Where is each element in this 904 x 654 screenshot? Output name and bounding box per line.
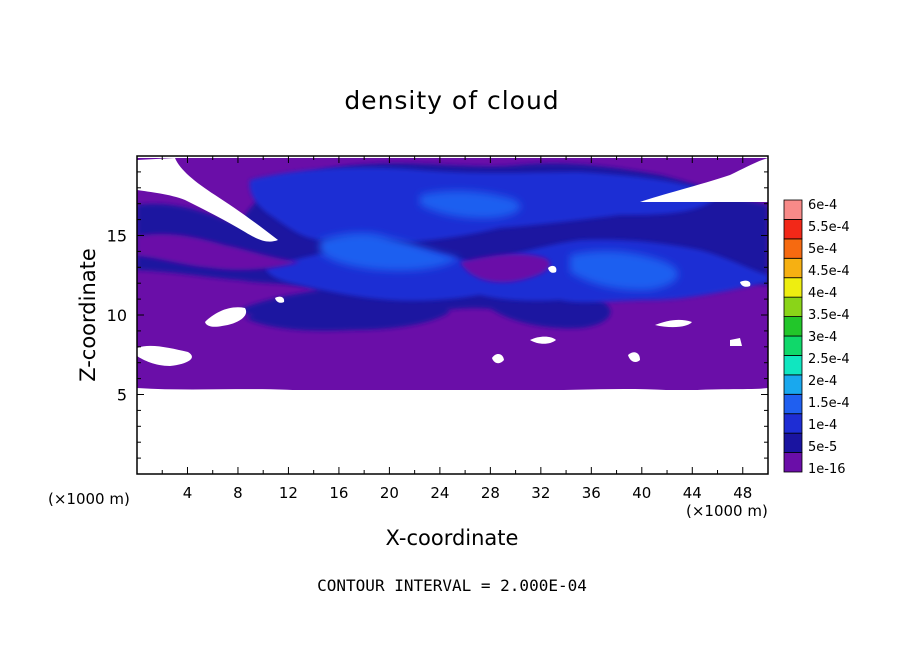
y-axis-ticks: 5 10 15 [107,171,768,459]
cloud-gap-purple-mid [460,253,551,283]
clear-region-lower [137,392,768,474]
cloud-core-light-right [570,250,679,291]
clear-patch-small4 [740,280,751,287]
colorbar: 1e-16 5e-5 1e-4 1.5e-4 2e-4 2.5e-4 3e-4 3.5e-4 4… [783,198,850,477]
x-tick-label: 12 [279,484,298,502]
colorbar-swatch [783,335,803,356]
colorbar-label: 3.5e-4 [808,308,850,323]
cloud-density-field [137,158,768,474]
colorbar-label: 6e-4 [808,198,837,213]
colorbar-label: 1e-16 [808,462,846,477]
colorbar-swatch [783,355,803,376]
colorbar-label: 4.5e-4 [808,264,850,279]
cloud-band-lower [245,297,450,331]
clear-patch-center [530,336,556,344]
colorbar-swatch [783,432,803,453]
x-tick-label: 48 [733,484,752,502]
x-axis-ticks: 4 8 12 16 20 24 28 32 36 40 44 48 [161,156,752,502]
colorbar-label: 5.5e-4 [808,220,850,235]
colorbar-swatch [783,238,803,259]
contour-interval-note: CONTOUR INTERVAL = 2.000E-04 [317,576,587,595]
y-axis-label: Z-coordinate [76,248,100,382]
clear-region-top-right [640,158,768,202]
colorbar-label: 4e-4 [808,286,837,301]
clear-patch-small1 [492,354,504,364]
colorbar-swatch [783,413,803,434]
clear-patch-small3 [548,265,557,273]
x-tick-label: 24 [430,484,449,502]
x-tick-label: 36 [582,484,601,502]
colorbar-swatch [783,199,803,220]
x-tick-label: 40 [632,484,651,502]
x-tick-label: 4 [183,484,193,502]
x-tick-label: 28 [481,484,500,502]
clear-patch-right [655,319,692,328]
colorbar-swatch [783,393,803,415]
clear-region-upper-left [137,158,278,242]
x-axis-label: X-coordinate [385,526,519,550]
colorbar-label: 1e-4 [808,418,837,433]
colorbar-swatch [783,219,803,240]
y-tick-label: 10 [107,306,127,325]
x-tick-label: 32 [531,484,550,502]
x-unit-right: (×1000 m) [686,502,768,520]
colorbar-label: 2e-4 [808,374,837,389]
colorbar-label: 5e-4 [808,242,837,257]
colorbar-label: 1.5e-4 [808,396,850,411]
cloud-core-light [320,232,460,271]
colorbar-swatch [783,296,803,317]
y-tick-label: 5 [117,386,127,405]
colorbar-swatch [783,277,803,298]
clear-patch-small2 [628,352,640,363]
y-tick-label: 15 [107,227,127,246]
colorbar-label: 3e-4 [808,330,837,345]
colorbar-label: 2.5e-4 [808,352,850,367]
x-tick-label: 8 [233,484,243,502]
no-cloud-patches [137,158,768,474]
clear-patch-left-low [137,345,192,366]
chart-title: density of cloud [344,86,560,115]
clear-patch-top-center [275,296,285,303]
x-tick-label: 20 [380,484,399,502]
cloud-gap-purple [137,233,300,270]
colorbar-swatch [783,316,803,337]
x-tick-label: 16 [329,484,348,502]
cloud-base-edge [137,388,768,394]
cloud-core-light-top [420,190,521,219]
x-unit-left: (×1000 m) [48,490,130,508]
clear-patch-right-edge [730,338,742,346]
colorbar-label: 5e-5 [808,440,837,455]
clear-patch-left [205,307,247,327]
colorbar-swatch [783,374,803,395]
x-tick-label: 44 [683,484,702,502]
colorbar-swatch [783,257,803,279]
colorbar-swatch [783,452,803,473]
